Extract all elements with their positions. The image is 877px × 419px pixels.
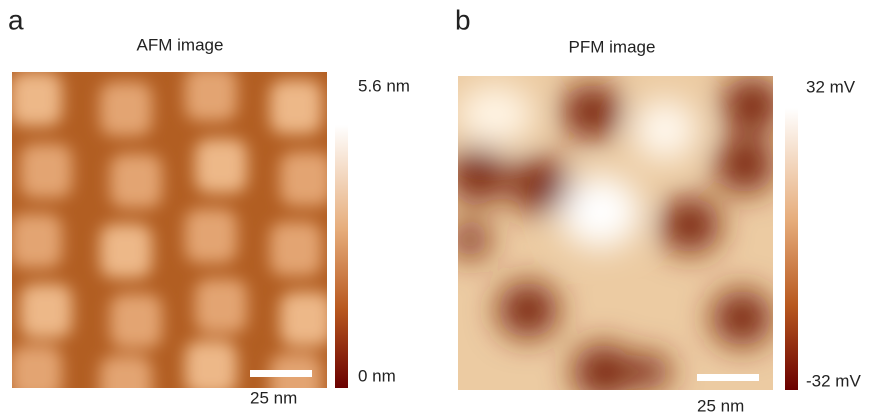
colorbar-min: 0 nm (358, 366, 396, 385)
pfm-image (448, 76, 782, 400)
texture (560, 176, 640, 248)
colorbar-max: 5.6 nm (358, 76, 410, 95)
texture (722, 77, 782, 133)
texture (10, 72, 62, 126)
texture (280, 292, 332, 346)
texture (450, 222, 490, 258)
afm-image (10, 67, 332, 410)
colorbar-min: -32 mV (806, 371, 861, 390)
panel-label: b (455, 4, 471, 35)
panel-title: AFM image (137, 35, 224, 54)
texture (498, 282, 558, 338)
texture (185, 341, 237, 395)
texture (100, 224, 152, 278)
texture (457, 85, 533, 145)
texture (630, 354, 670, 390)
figure: a AFM image 5.6 nm 0 nm 25 nm b PFM imag… (0, 0, 877, 419)
texture (660, 197, 720, 253)
colorbar (785, 108, 798, 390)
texture (185, 209, 237, 263)
texture (633, 100, 697, 160)
texture (510, 157, 570, 213)
texture (10, 214, 62, 268)
panel-label: a (8, 4, 24, 35)
texture (10, 346, 62, 400)
texture (562, 84, 622, 140)
texture (100, 82, 152, 136)
texture (110, 294, 162, 348)
scale-bar-label: 25 nm (697, 396, 744, 415)
colorbar-max: 32 mV (806, 77, 856, 96)
texture (270, 222, 322, 276)
texture (110, 154, 162, 208)
panel-title: PFM image (569, 37, 656, 56)
texture (280, 152, 332, 206)
scale-bar (697, 374, 759, 381)
colorbar (335, 125, 348, 388)
texture (715, 137, 775, 193)
scale-bar (250, 370, 312, 377)
texture (20, 144, 72, 198)
texture (100, 356, 152, 410)
texture (195, 139, 247, 193)
texture (712, 290, 772, 346)
texture (448, 147, 508, 203)
texture (573, 344, 633, 400)
texture (20, 284, 72, 338)
texture (270, 80, 322, 134)
texture (195, 279, 247, 333)
texture (185, 67, 237, 121)
scale-bar-label: 25 nm (250, 388, 297, 407)
